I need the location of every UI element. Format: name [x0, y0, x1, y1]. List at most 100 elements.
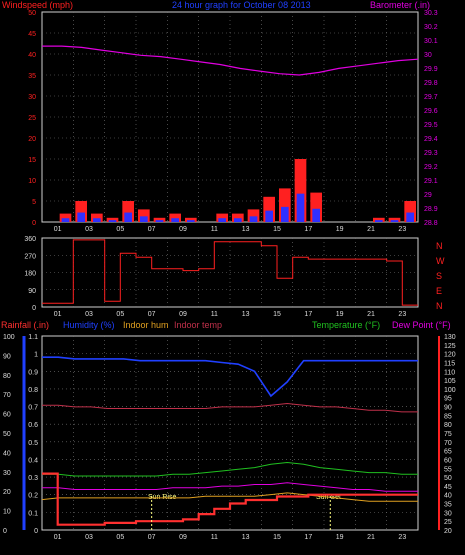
- rain-temp-x-tick: 01: [54, 534, 62, 541]
- windspeed-bar: [404, 201, 416, 222]
- windspeed-bar: [373, 217, 385, 222]
- humidity-y-tick: 30: [3, 470, 11, 477]
- barometer-y-tick: 29.2: [424, 164, 438, 171]
- rain-temp-x-tick: 09: [179, 534, 187, 541]
- wind-direction-x-tick: 11: [211, 311, 218, 318]
- rainfall-y-tick: 0.8: [28, 387, 38, 394]
- wind-average-bar: [265, 210, 273, 222]
- wind-baro-x-tick: 19: [336, 226, 344, 233]
- wind-average-bar: [171, 218, 179, 222]
- temperature-y-tick: 85: [444, 413, 452, 420]
- temperature-y-tick: 55: [444, 466, 452, 473]
- windspeed-bar: [153, 217, 166, 222]
- rain-temp-x-tick: 19: [336, 534, 344, 541]
- rainfall-legend: Rainfall (.in): [1, 320, 49, 330]
- windspeed-bar: [91, 213, 103, 222]
- rain-temp-x-tick: 11: [211, 534, 218, 541]
- wind-average-bar: [140, 216, 148, 222]
- windspeed-bar: [232, 213, 244, 222]
- wind-direction-x-tick: 07: [148, 311, 156, 318]
- humidity-legend: Humidity (%): [63, 320, 115, 330]
- humidity-y-tick: 60: [3, 412, 11, 419]
- barometer-y-tick: 30: [424, 52, 432, 59]
- humidity-y-tick: 90: [3, 353, 11, 360]
- temperature-y-tick: 110: [444, 369, 455, 376]
- windspeed-y-tick: 30: [28, 94, 36, 101]
- windspeed-y-tick: 45: [28, 31, 36, 38]
- wind-direction-x-tick: 17: [304, 311, 312, 318]
- wind-average-bar: [187, 220, 195, 222]
- temperature-line: [42, 461, 418, 477]
- wind-baro-x-tick: 15: [273, 226, 281, 233]
- rainfall-y-tick: 0.2: [28, 493, 38, 500]
- wind-average-bar: [390, 220, 399, 222]
- temperature-y-tick: 120: [444, 352, 456, 359]
- wind-direction-x-tick: 05: [116, 311, 124, 318]
- rain-temp-x-tick: 05: [116, 534, 124, 541]
- temperature-y-tick: 60: [444, 457, 452, 464]
- humidity-y-tick: 80: [3, 373, 11, 380]
- compass-n-top: N: [436, 241, 443, 251]
- temperature-y-tick: 50: [444, 475, 452, 482]
- barometer-y-tick: 30.1: [424, 38, 438, 45]
- windspeed-bar: [388, 217, 401, 222]
- barometer-y-tick: 29: [424, 192, 432, 199]
- barometer-line: [42, 45, 419, 76]
- wind-average-bar: [93, 218, 101, 222]
- direction-y-tick: 90: [28, 288, 36, 295]
- wind-average-bar: [61, 218, 70, 222]
- rainfall-line: [42, 472, 418, 526]
- wind-average-bar: [406, 212, 414, 222]
- windspeed-bar: [279, 188, 291, 222]
- windspeed-bar: [310, 192, 322, 222]
- windspeed-y-tick: 20: [28, 136, 36, 143]
- wind-average-bar: [124, 212, 132, 222]
- windspeed-label: Windspeed (mph): [2, 0, 73, 10]
- temperature-y-tick: 65: [444, 449, 452, 456]
- chart-title: 24 hour graph for October 08 2013: [172, 0, 311, 10]
- windspeed-bar: [75, 201, 87, 222]
- barometer-y-tick: 28.8: [424, 220, 438, 227]
- wind-direction-x-tick: 03: [85, 311, 93, 318]
- rainfall-y-tick: 0.3: [28, 475, 38, 482]
- wind-direction-x-tick: 01: [54, 311, 62, 318]
- rainfall-y-tick: 0.5: [28, 440, 38, 447]
- wind-baro-x-tick: 11: [211, 226, 218, 233]
- humidity-y-tick: 50: [3, 431, 11, 438]
- wind-baro-x-tick: 01: [54, 226, 62, 233]
- wind-direction-x-tick: 13: [242, 311, 250, 318]
- barometer-y-tick: 30.3: [424, 10, 438, 17]
- rain-temp-x-tick: 03: [85, 534, 93, 541]
- wind-average-bar: [77, 212, 85, 222]
- windspeed-bar: [122, 201, 134, 222]
- windspeed-y-tick: 15: [28, 157, 36, 164]
- compass-s: S: [436, 271, 442, 281]
- rain-temp-x-tick: 17: [304, 534, 312, 541]
- temperature-y-tick: 100: [444, 387, 456, 394]
- windspeed-bar: [169, 213, 181, 222]
- wind-average-bar: [218, 218, 226, 222]
- temperature-y-tick: 25: [444, 519, 452, 526]
- wind-baro-x-tick: 17: [304, 226, 312, 233]
- temperature-y-tick: 125: [444, 343, 456, 350]
- temperature-y-tick: 115: [444, 360, 455, 367]
- rainfall-y-tick: 1.1: [28, 334, 38, 341]
- temperature-y-tick: 105: [444, 378, 456, 385]
- rain-temp-x-tick: 23: [398, 534, 406, 541]
- windspeed-bar: [263, 196, 275, 222]
- wind-baro-x-tick: 21: [367, 226, 375, 233]
- temperature-y-tick: 80: [444, 422, 452, 429]
- wind-baro-x-tick: 23: [398, 226, 406, 233]
- wind-direction-x-tick: 19: [336, 311, 344, 318]
- temperature-y-tick: 95: [444, 396, 452, 403]
- rainfall-y-tick: 0: [34, 528, 38, 535]
- windspeed-y-tick: 40: [28, 52, 36, 59]
- indoor-hum-line: [41, 492, 418, 502]
- barometer-y-tick: 28.9: [424, 206, 438, 213]
- indoor-temp-legend: Indoor temp: [174, 320, 222, 330]
- wind-baro-x-tick: 13: [242, 226, 250, 233]
- wind-direction-line: [42, 239, 418, 306]
- barometer-y-tick: 29.7: [424, 94, 438, 101]
- temperature-y-tick: 45: [444, 484, 452, 491]
- barometer-y-tick: 30.2: [424, 24, 438, 31]
